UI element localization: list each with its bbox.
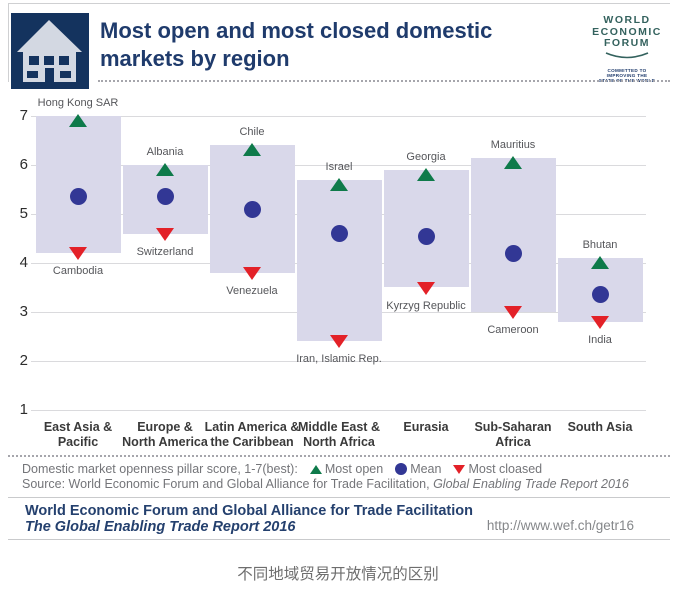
most-closed-marker	[69, 247, 87, 261]
triangle-up-icon	[309, 465, 322, 474]
most-open-marker	[591, 256, 609, 270]
most-open-country-label: Israel	[325, 160, 353, 173]
most-open-country-label: Hong Kong SAR	[37, 97, 119, 109]
y-axis-tick-label: 4	[19, 254, 28, 271]
region-axis-label: Middle East & North Africa	[298, 420, 380, 449]
card-top-border	[8, 3, 670, 4]
scale-note: Domestic market openness pillar score, 1…	[22, 462, 298, 476]
y-axis-tick-label: 7	[19, 107, 28, 124]
legend-item-most-open: Most open	[309, 462, 383, 476]
most-closed-marker	[156, 227, 174, 241]
most-closed-marker	[504, 306, 522, 319]
most-open-marker	[330, 177, 348, 191]
most-open-marker	[156, 163, 174, 176]
region-axis-label: Eurasia	[403, 420, 449, 434]
most-closed-country-label: Venezuela	[226, 284, 278, 297]
most-closed-country-label: Kyrzyg Republic	[386, 299, 466, 312]
most-open-marker	[243, 143, 261, 157]
mean-marker	[156, 188, 174, 206]
mean-marker	[330, 225, 348, 243]
region-axis-label: Europe & North America	[122, 420, 208, 449]
gridline	[31, 116, 646, 117]
y-axis-tick-label: 3	[19, 303, 28, 320]
y-axis-tick-label: 1	[19, 401, 28, 418]
report-title-line: The Global Enabling Trade Report 2016	[25, 519, 296, 535]
mean-marker	[504, 244, 522, 262]
region-axis-label: Sub-Saharan Africa	[474, 420, 552, 449]
most-closed-marker	[417, 281, 435, 295]
page-title: Most open and most closed domestic marke…	[100, 17, 580, 73]
most-open-country-label: Bhutan	[582, 239, 618, 252]
page-title-line-2: markets by region	[100, 46, 290, 71]
report-url[interactable]: http://www.wef.ch/getr16	[486, 518, 634, 533]
most-closed-country-label: Switzerland	[136, 245, 194, 258]
legend-dotted-divider	[8, 455, 670, 457]
card-left-border	[8, 3, 9, 82]
page-title-line-1: Most open and most closed domestic	[100, 18, 493, 43]
chart-legend: Domestic market openness pillar score, 1…	[22, 462, 542, 476]
gridline	[31, 165, 646, 166]
most-open-marker	[504, 155, 522, 169]
region-axis-label: East Asia & Pacific	[43, 420, 113, 449]
most-closed-marker	[243, 266, 261, 280]
mean-marker	[417, 227, 435, 245]
mean-marker	[591, 286, 609, 304]
footer-divider-bottom	[8, 539, 670, 540]
circle-icon	[395, 463, 408, 475]
range-bar	[35, 116, 121, 254]
range-bar	[296, 179, 382, 342]
y-axis-tick-label: 5	[19, 205, 28, 222]
most-closed-country-label: India	[588, 333, 612, 346]
y-axis-tick-label: 6	[19, 156, 28, 173]
most-closed-country-label: Cameroon	[487, 324, 539, 336]
most-closed-country-label: Cambodia	[52, 265, 104, 278]
most-open-marker	[69, 114, 87, 127]
footer-divider-top	[8, 497, 670, 498]
building-icon	[11, 13, 89, 89]
most-closed-country-label: Iran, Islamic Rep.	[296, 353, 382, 366]
legend-item-mean: Mean	[395, 462, 441, 476]
wef-swoosh-icon	[605, 51, 649, 58]
source-note: Source: World Economic Forum and Global …	[22, 477, 629, 491]
header-dotted-divider	[98, 80, 670, 82]
y-axis-tick-label: 2	[19, 352, 28, 369]
most-open-country-label: Albania	[146, 146, 184, 158]
wef-logo-wordmark: WORLD ECONOMIC FORUM	[592, 14, 662, 49]
mean-marker	[69, 188, 87, 206]
most-open-country-label: Georgia	[406, 150, 446, 163]
legend-item-most-closed: Most cloased	[453, 462, 542, 476]
gridline	[31, 410, 646, 411]
region-axis-label: Latin America & the Caribbean	[204, 420, 300, 449]
triangle-down-icon	[453, 465, 466, 474]
most-open-marker	[417, 167, 435, 181]
image-caption: 不同地域贸易开放情况的区别	[237, 566, 439, 583]
region-axis-label: South Asia	[567, 420, 633, 434]
most-closed-marker	[330, 335, 348, 349]
publisher-line: World Economic Forum and Global Alliance…	[25, 503, 473, 519]
source-report-title: Global Enabling Trade Report 2016	[433, 477, 629, 491]
most-open-country-label: Chile	[239, 126, 265, 139]
mean-marker	[243, 200, 261, 218]
range-bar	[470, 157, 556, 312]
most-open-country-label: Mauritius	[490, 138, 536, 151]
gridline	[31, 361, 646, 362]
most-closed-marker	[591, 315, 609, 329]
